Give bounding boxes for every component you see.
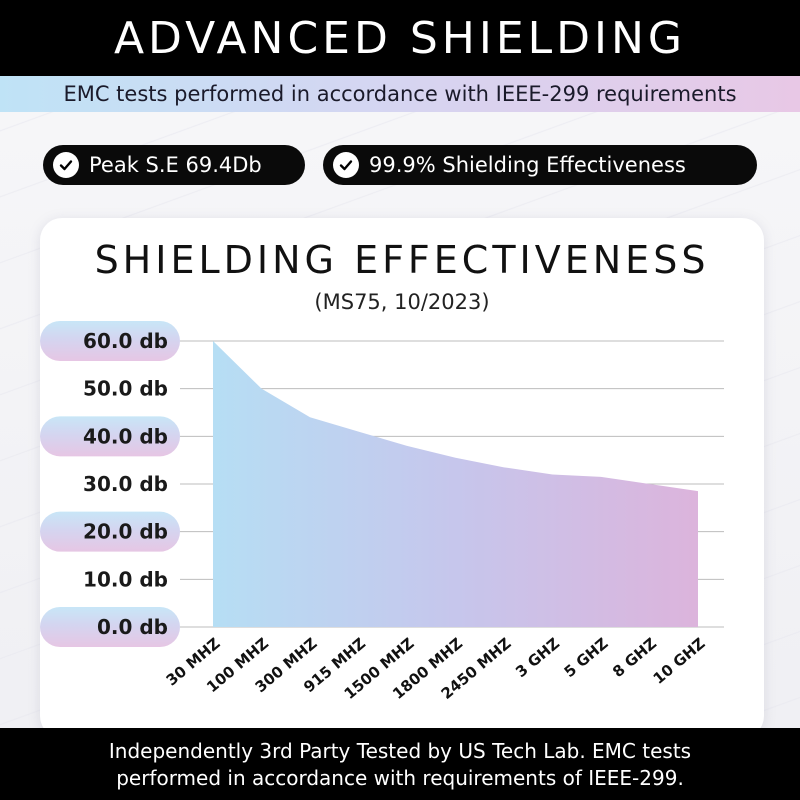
y-tick-pill xyxy=(40,607,180,647)
badge-row: Peak S.E 69.4Db 99.9% Shielding Effectiv… xyxy=(0,145,800,185)
x-tick-label: 10 GHZ xyxy=(650,634,709,688)
subtitle-band: EMC tests performed in accordance with I… xyxy=(0,76,800,112)
y-tick-label: 60.0 db xyxy=(83,329,168,353)
badge-label: 99.9% Shielding Effectiveness xyxy=(369,153,686,177)
footer: Independently 3rd Party Tested by US Tec… xyxy=(0,728,800,800)
x-tick-label: 5 GHZ xyxy=(561,634,612,681)
y-tick-label: 40.0 db xyxy=(83,424,168,448)
y-tick-label: 30.0 db xyxy=(83,472,168,496)
effectiveness-badge: 99.9% Shielding Effectiveness xyxy=(323,145,757,185)
chart-title: SHIELDING EFFECTIVENESS xyxy=(94,238,710,282)
page-title: ADVANCED SHIELDING xyxy=(113,12,687,64)
y-tick-label: 10.0 db xyxy=(83,567,168,591)
y-tick-labels: 0.0 db 10.0 db 20.0 db 30.0 db 40.0 db 50.0 d… xyxy=(83,329,168,639)
check-circle-icon xyxy=(333,152,359,178)
y-tick-pill xyxy=(40,321,180,361)
area-series xyxy=(213,341,698,627)
peak-se-badge: Peak S.E 69.4Db xyxy=(43,145,305,185)
footer-line-1: Independently 3rd Party Tested by US Tec… xyxy=(108,739,692,763)
footer-line-2: performed in accordance with requirement… xyxy=(116,766,684,790)
y-tick-pill xyxy=(40,511,180,552)
page-header: ADVANCED SHIELDING xyxy=(0,0,800,76)
chart-subtitle: (MS75, 10/2023) xyxy=(314,290,490,314)
subtitle-text: EMC tests performed in accordance with I… xyxy=(63,82,737,106)
badge-label: Peak S.E 69.4Db xyxy=(89,153,262,177)
x-tick-label: 3 GHZ xyxy=(512,634,563,681)
check-circle-icon xyxy=(53,152,79,178)
y-tick-pill xyxy=(40,416,180,457)
y-tick-pills xyxy=(40,321,180,647)
y-tick-label: 0.0 db xyxy=(97,615,168,639)
y-tick-label: 20.0 db xyxy=(83,520,168,544)
y-tick-label: 50.0 db xyxy=(83,377,168,401)
area-fill xyxy=(213,341,698,627)
